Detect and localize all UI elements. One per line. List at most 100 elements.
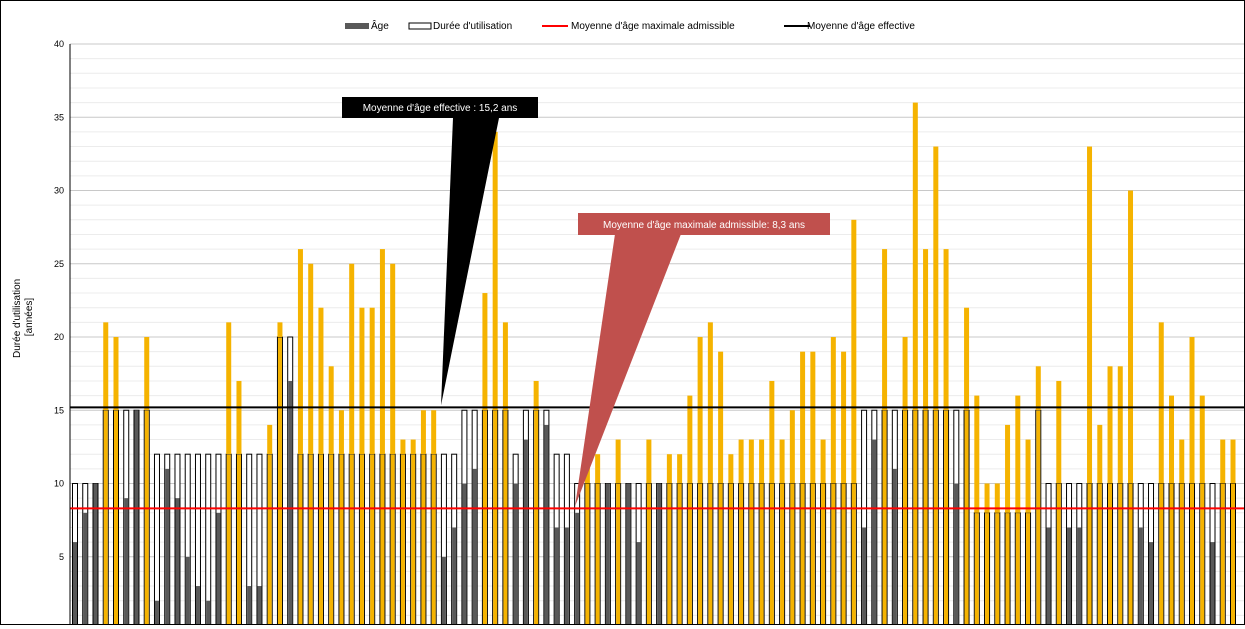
excess-bar xyxy=(1107,366,1113,484)
excess-bar xyxy=(687,395,693,484)
excess-bar xyxy=(759,439,765,484)
excess-bar-inner xyxy=(831,484,836,629)
excess-bar xyxy=(1117,366,1123,484)
bar-group xyxy=(1148,483,1155,629)
legend-item-eff: Moyenne d'âge effective xyxy=(784,21,915,32)
bar-group xyxy=(1219,439,1226,629)
y-tick-labels: 5 10 15 20 25 30 35 40 xyxy=(54,39,64,562)
excess-bar-inner xyxy=(482,410,487,629)
excess-bar-inner xyxy=(1108,484,1113,629)
bar-group xyxy=(799,351,806,629)
excess-bar xyxy=(912,102,918,411)
bar-group xyxy=(92,483,99,629)
legend-label: Âge xyxy=(371,19,389,32)
excess-bar xyxy=(810,351,816,484)
excess-bar-inner xyxy=(913,410,918,629)
excess-bar xyxy=(431,410,437,455)
age-bar xyxy=(605,483,610,629)
age-bar xyxy=(462,483,467,629)
excess-bar-inner xyxy=(759,484,764,629)
excess-bar-inner xyxy=(944,410,949,629)
bar-group xyxy=(1066,483,1073,629)
excess-bar xyxy=(1158,322,1164,484)
age-bar xyxy=(554,527,559,629)
excess-bar-inner xyxy=(1036,410,1041,629)
excess-bar xyxy=(1056,380,1062,484)
excess-bar-inner xyxy=(298,454,303,629)
bar-group xyxy=(1035,366,1042,629)
legend-label: Durée d'utilisation xyxy=(433,21,512,32)
bar-group xyxy=(246,453,253,629)
age-bar xyxy=(513,483,518,629)
bar-group xyxy=(369,307,376,629)
legend-label: Moyenne d'âge effective xyxy=(807,21,915,32)
age-bar xyxy=(288,380,293,629)
excess-bar-inner xyxy=(1231,484,1235,629)
bar-group xyxy=(297,249,304,629)
bar-group xyxy=(645,439,652,629)
bar-group xyxy=(707,322,714,629)
excess-bar xyxy=(882,249,888,411)
excess-bar-inner xyxy=(882,410,887,629)
excess-bar-inner xyxy=(851,484,856,629)
y-tick-label: 30 xyxy=(54,186,64,196)
bar-group xyxy=(953,409,960,629)
excess-bar xyxy=(297,249,303,455)
bar-group xyxy=(112,337,119,629)
bar-group xyxy=(922,249,929,629)
age-bar xyxy=(154,600,159,629)
excess-bar-inner xyxy=(1190,484,1195,629)
excess-bar-inner xyxy=(687,484,692,629)
age-bar xyxy=(1138,527,1143,629)
bar-group xyxy=(379,249,386,629)
legend-item-usage: Durée d'utilisation xyxy=(408,21,512,32)
bar-group xyxy=(133,409,140,629)
bar-group xyxy=(410,439,417,629)
excess-bar xyxy=(646,439,652,484)
bar-group xyxy=(574,483,581,629)
excess-bar-inner xyxy=(821,484,826,629)
callouts: Moyenne d'âge effective : 15,2 ans Moyenn… xyxy=(342,97,830,507)
excess-bar xyxy=(841,351,847,484)
bar-group xyxy=(738,439,745,629)
bar-group xyxy=(287,336,294,629)
bar-group xyxy=(1168,395,1175,629)
age-bar xyxy=(185,556,190,629)
bar-group xyxy=(768,380,775,629)
excess-bar xyxy=(482,293,488,411)
excess-bar-inner xyxy=(411,454,416,629)
age-bar xyxy=(206,600,211,629)
excess-bar-inner xyxy=(390,454,395,629)
bar-group xyxy=(533,380,540,629)
bar-group xyxy=(276,322,283,629)
age-bar xyxy=(1046,527,1051,629)
bar-group xyxy=(194,453,201,629)
excess-bar-inner xyxy=(1026,513,1031,629)
effective-callout-box xyxy=(342,97,538,118)
usage-bar xyxy=(184,453,191,629)
bar-group xyxy=(502,322,509,629)
excess-bar-inner xyxy=(595,484,600,629)
bar-group xyxy=(440,453,447,629)
excess-bar-inner xyxy=(985,513,990,629)
excess-bar-inner xyxy=(718,484,723,629)
bar-group xyxy=(266,424,273,629)
excess-bar xyxy=(615,439,621,484)
excess-bar xyxy=(1199,395,1205,484)
excess-bar-inner xyxy=(780,484,785,629)
age-bar xyxy=(564,527,569,629)
excess-bar-inner xyxy=(708,484,713,629)
excess-bar-inner xyxy=(359,454,364,629)
legend: Âge Durée d'utilisation Moyenne d'âge maxi… xyxy=(345,19,915,32)
bar-group xyxy=(184,453,191,629)
bar-group xyxy=(225,322,232,629)
excess-bar xyxy=(1169,395,1175,484)
age-bar xyxy=(257,586,262,629)
bar-group xyxy=(358,307,365,629)
excess-bar-inner xyxy=(226,454,231,629)
excess-bar xyxy=(277,322,283,337)
y-tick-label: 15 xyxy=(54,405,64,415)
excess-bar xyxy=(718,351,724,484)
excess-bar-inner xyxy=(769,484,774,629)
